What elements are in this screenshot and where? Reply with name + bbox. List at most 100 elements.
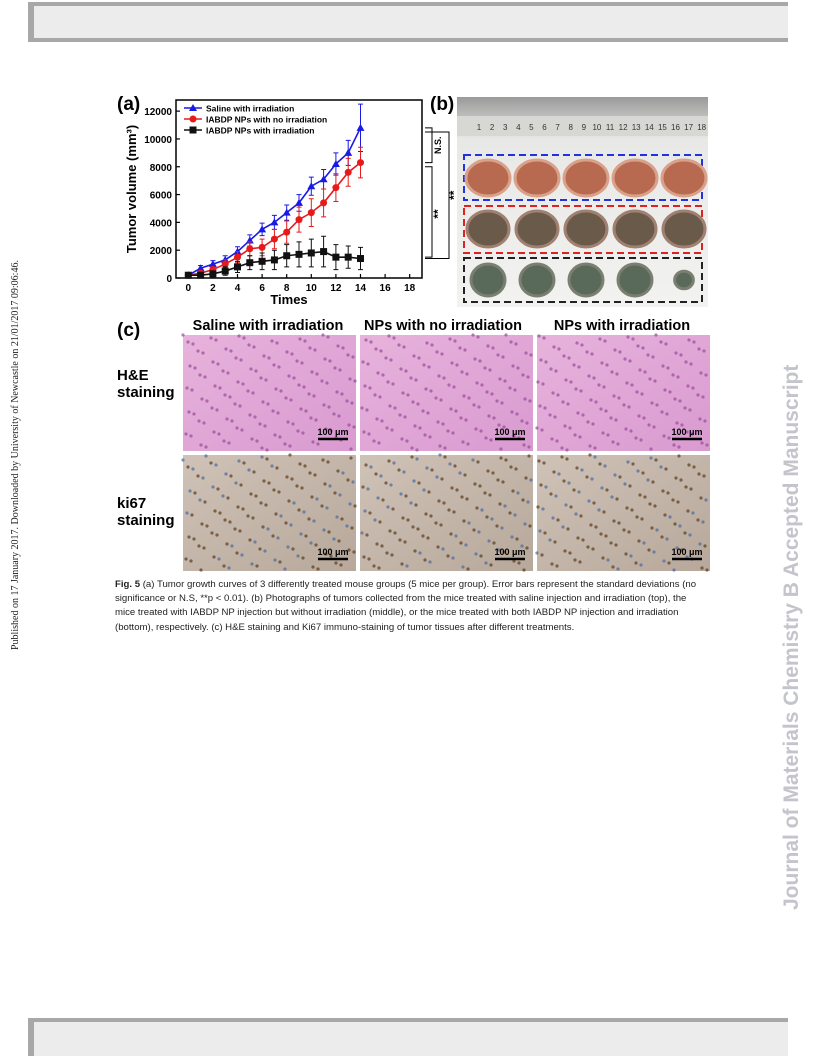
cell (225, 542, 229, 546)
marker (344, 168, 352, 176)
cell (650, 526, 654, 530)
cell (416, 527, 420, 531)
cell (484, 436, 488, 440)
cell (626, 460, 630, 464)
cell (441, 547, 445, 551)
cell (227, 441, 231, 445)
cell (377, 441, 381, 445)
cell (612, 394, 616, 398)
cell (310, 370, 314, 374)
tumor (616, 262, 654, 298)
cell (653, 379, 657, 383)
cell (348, 377, 352, 381)
cell (337, 414, 341, 418)
cell (284, 396, 288, 400)
cell (578, 560, 582, 564)
bracket (425, 127, 433, 164)
cell (566, 527, 570, 531)
cell (377, 566, 381, 570)
cell (181, 458, 185, 462)
cell (335, 390, 339, 394)
cell (242, 461, 246, 465)
cell (347, 548, 351, 552)
cell (423, 558, 427, 562)
cell (472, 528, 476, 532)
cell (593, 446, 597, 450)
cell (412, 354, 416, 358)
cell (273, 433, 277, 437)
cell (563, 549, 567, 553)
marker (344, 253, 352, 261)
cell (466, 567, 470, 571)
cell (216, 362, 220, 366)
plot-frame (175, 99, 423, 279)
cell (375, 542, 379, 546)
cell (673, 397, 677, 401)
cell (196, 474, 200, 478)
cell (509, 340, 513, 344)
cell (578, 435, 582, 439)
cell (649, 456, 653, 460)
cell (368, 386, 372, 390)
cell (223, 393, 227, 397)
cell (199, 568, 203, 572)
cell (287, 499, 291, 503)
cell (406, 518, 410, 522)
cell (679, 353, 683, 357)
cell (311, 565, 315, 569)
cell (587, 499, 591, 503)
cell (542, 461, 546, 465)
cell (409, 501, 413, 505)
cell (352, 425, 356, 429)
cell (387, 459, 391, 463)
cell (535, 551, 539, 555)
cell (615, 497, 619, 501)
cell (192, 537, 196, 541)
cell (236, 505, 240, 509)
cell (685, 430, 689, 434)
cell (485, 390, 489, 394)
cell (276, 536, 280, 540)
cell (411, 525, 415, 529)
cell (360, 406, 364, 410)
scale-bar-label: 100 μm (671, 547, 702, 557)
cell (288, 453, 292, 457)
cell (384, 356, 388, 360)
cell (628, 359, 632, 363)
ruler-label: 10 (592, 123, 601, 132)
ruler-label: 1 (477, 123, 482, 132)
cell (600, 486, 604, 490)
cell (404, 369, 408, 373)
cell (556, 518, 560, 522)
cell (367, 432, 371, 436)
cell (700, 566, 704, 570)
cell (689, 487, 693, 491)
cell (312, 519, 316, 523)
cell (322, 403, 326, 407)
cell (262, 354, 266, 358)
cell (642, 416, 646, 420)
scale-bar-label: 100 μm (494, 547, 525, 557)
cell (497, 548, 501, 552)
cell (397, 468, 401, 472)
cell (449, 407, 453, 411)
cell (185, 511, 189, 515)
cell (218, 386, 222, 390)
cell (270, 464, 274, 468)
column-title: Saline with irradiation (193, 318, 344, 334)
cell (426, 536, 430, 540)
cell (302, 385, 306, 389)
cell (264, 378, 268, 382)
cell (436, 545, 440, 549)
panel-label: (b) (430, 94, 454, 115)
marker (234, 263, 241, 271)
marker (189, 104, 197, 111)
cell (589, 398, 593, 402)
cell (509, 465, 513, 469)
cell (237, 334, 241, 338)
x-tick-label: 16 (380, 283, 392, 294)
cell (362, 555, 366, 559)
cell (550, 437, 554, 441)
cell (662, 559, 666, 563)
